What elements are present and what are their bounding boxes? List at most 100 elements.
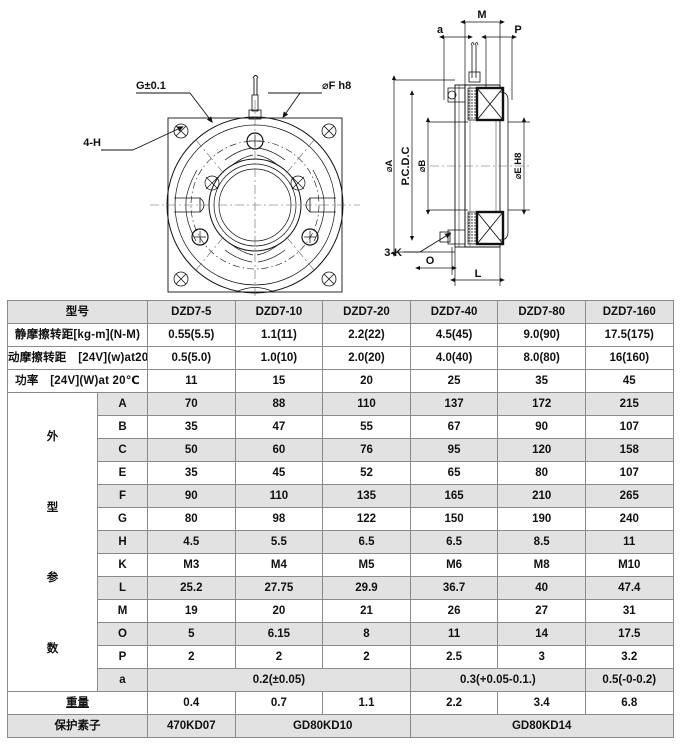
dim-value-F-3: 135 <box>322 484 411 508</box>
dim-value-P-2: 2 <box>234 645 324 669</box>
perf-value-2-1: 0.5(5.0) <box>147 346 236 370</box>
dim-value-H-6: 11 <box>584 530 674 554</box>
dim-value-B-2: 47 <box>234 415 324 439</box>
table-row-protector: 保护素子 470KD07 GD80KD10 GD80KD14 <box>7 714 674 738</box>
weight-value-4: 2.2 <box>409 691 499 715</box>
dim-value-B-1: 35 <box>147 415 236 439</box>
dim-value-M-2: 20 <box>234 599 324 623</box>
specification-table-container: 型号 DZD7-5 DZD7-10 DZD7-20 DZD7-40 DZD7-80 DZD7… <box>7 300 674 738</box>
table-row-dim-F: F 90 110 135 165 210 265 <box>8 484 674 508</box>
perf-value-1-2: 1.1(11) <box>234 323 324 347</box>
dim-value-L-4: 36.7 <box>409 576 499 600</box>
weight-value-1: 0.4 <box>147 691 236 715</box>
technical-drawing-area: G±0.1 ⌀F h8 4-H <box>0 0 680 296</box>
section-view-drawing <box>391 19 530 286</box>
dim-value-L-6: 47.4 <box>584 576 674 600</box>
dim-row-key-P: P <box>97 645 148 669</box>
dim-value-C-2: 60 <box>234 438 324 462</box>
four-h-label: 4-H <box>83 137 101 149</box>
dim-value-L-5: 40 <box>497 576 586 600</box>
weight-value-2: 0.7 <box>234 691 324 715</box>
perf-value-3-2: 15 <box>234 369 324 393</box>
dim-row-key-H: H <box>97 530 148 554</box>
dimension-section-header: 外型参数 <box>7 392 98 692</box>
dim-value-A-4: 137 <box>409 392 499 416</box>
model-header-2: DZD7-10 <box>234 300 324 324</box>
dim-row-key-C: C <box>97 438 148 462</box>
dim-value-H-5: 8.5 <box>497 530 586 554</box>
a-row-group-1: 0.2(±0.05) <box>147 668 411 692</box>
table-row-perf: 功率 [24V](W)at 20℃ 11 15 20 25 35 45 <box>7 369 674 393</box>
dim-value-B-5: 90 <box>497 415 586 439</box>
model-header-1: DZD7-5 <box>147 300 236 324</box>
specification-table: 型号 DZD7-5 DZD7-10 DZD7-20 DZD7-40 DZD7-80 DZD7… <box>7 300 674 738</box>
model-header-5: DZD7-80 <box>497 300 586 324</box>
table-row-dim-B: B 35 47 55 67 90 107 <box>8 415 674 439</box>
dim-section-char-1: 外 <box>46 429 59 444</box>
dim-value-E-4: 65 <box>409 461 499 485</box>
perf-value-3-5: 35 <box>497 369 586 393</box>
dim-value-A-2: 88 <box>234 392 324 416</box>
table-row-dim-L: L 25.2 27.75 29.9 36.7 40 47.4 <box>8 576 674 600</box>
p-dim-label: P <box>514 24 521 36</box>
dim-value-C-4: 95 <box>409 438 499 462</box>
dim-value-O-6: 17.5 <box>584 622 674 646</box>
perf-value-3-6: 45 <box>584 369 674 393</box>
dim-value-O-2: 6.15 <box>234 622 324 646</box>
dim-value-A-6: 215 <box>584 392 674 416</box>
perf-row-label-3: 功率 [24V](W)at 20℃ <box>7 369 148 393</box>
dim-value-G-5: 190 <box>497 507 586 531</box>
a-row-group-3: 0.5(-0-0.2) <box>584 668 674 692</box>
table-row-dim-K: K M3 M4 M5 M6 M8 M10 <box>8 553 674 577</box>
perf-value-3-3: 20 <box>322 369 411 393</box>
dim-value-P-6: 3.2 <box>584 645 674 669</box>
dim-value-E-3: 52 <box>322 461 411 485</box>
protector-group-3: GD80KD14 <box>409 714 674 738</box>
perf-value-1-3: 2.2(22) <box>322 323 411 347</box>
dim-value-H-1: 4.5 <box>147 530 236 554</box>
model-header-4: DZD7-40 <box>409 300 499 324</box>
dim-row-key-A: A <box>97 392 148 416</box>
a-row-group-2: 0.3(+0.05-0.1.) <box>409 668 586 692</box>
dim-value-K-5: M8 <box>497 553 586 577</box>
dim-value-G-4: 150 <box>409 507 499 531</box>
dim-section-char-4: 数 <box>46 640 59 655</box>
dim-value-P-3: 2 <box>322 645 411 669</box>
dim-value-K-1: M3 <box>147 553 236 577</box>
dim-value-M-4: 26 <box>409 599 499 623</box>
table-row-dim-G: G 80 98 122 150 190 240 <box>8 507 674 531</box>
dim-row-key-L: L <box>97 576 148 600</box>
three-k-label: 3-K <box>384 247 402 259</box>
dim-value-M-1: 19 <box>147 599 236 623</box>
protector-group-1: 470KD07 <box>147 714 236 738</box>
dim-value-L-1: 25.2 <box>147 576 236 600</box>
front-view-drawing <box>101 75 360 296</box>
perf-value-1-1: 0.55(5.5) <box>147 323 236 347</box>
dim-value-K-3: M5 <box>322 553 411 577</box>
dim-value-K-6: M10 <box>584 553 674 577</box>
table-row-model-header: 型号 DZD7-5 DZD7-10 DZD7-20 DZD7-40 DZD7-80 DZD7… <box>7 300 674 324</box>
protector-row-label: 保护素子 <box>7 714 148 738</box>
dim-value-O-4: 11 <box>409 622 499 646</box>
dim-value-H-2: 5.5 <box>234 530 324 554</box>
dim-value-C-3: 76 <box>322 438 411 462</box>
dim-value-F-5: 210 <box>497 484 586 508</box>
perf-value-2-4: 4.0(40) <box>409 346 499 370</box>
dim-value-H-3: 6.5 <box>322 530 411 554</box>
table-row-dim-C: C 50 60 76 95 120 158 <box>8 438 674 462</box>
dim-row-key-G: G <box>97 507 148 531</box>
perf-value-2-2: 1.0(10) <box>234 346 324 370</box>
g-tolerance-label: G±0.1 <box>136 80 166 92</box>
dim-value-B-3: 55 <box>322 415 411 439</box>
dim-value-M-6: 31 <box>584 599 674 623</box>
table-row-dim-A: 外型参数 A 70 88 110 137 172 215 <box>7 392 674 692</box>
perf-value-1-6: 17.5(175) <box>584 323 674 347</box>
a-dim-label: a <box>437 24 444 36</box>
dim-value-K-4: M6 <box>409 553 499 577</box>
protector-group-2: GD80KD10 <box>234 714 411 738</box>
dim-value-P-1: 2 <box>147 645 236 669</box>
b-diameter-label: ⌀B <box>417 160 428 173</box>
dim-value-F-1: 90 <box>147 484 236 508</box>
dim-value-G-1: 80 <box>147 507 236 531</box>
dim-value-A-1: 70 <box>147 392 236 416</box>
